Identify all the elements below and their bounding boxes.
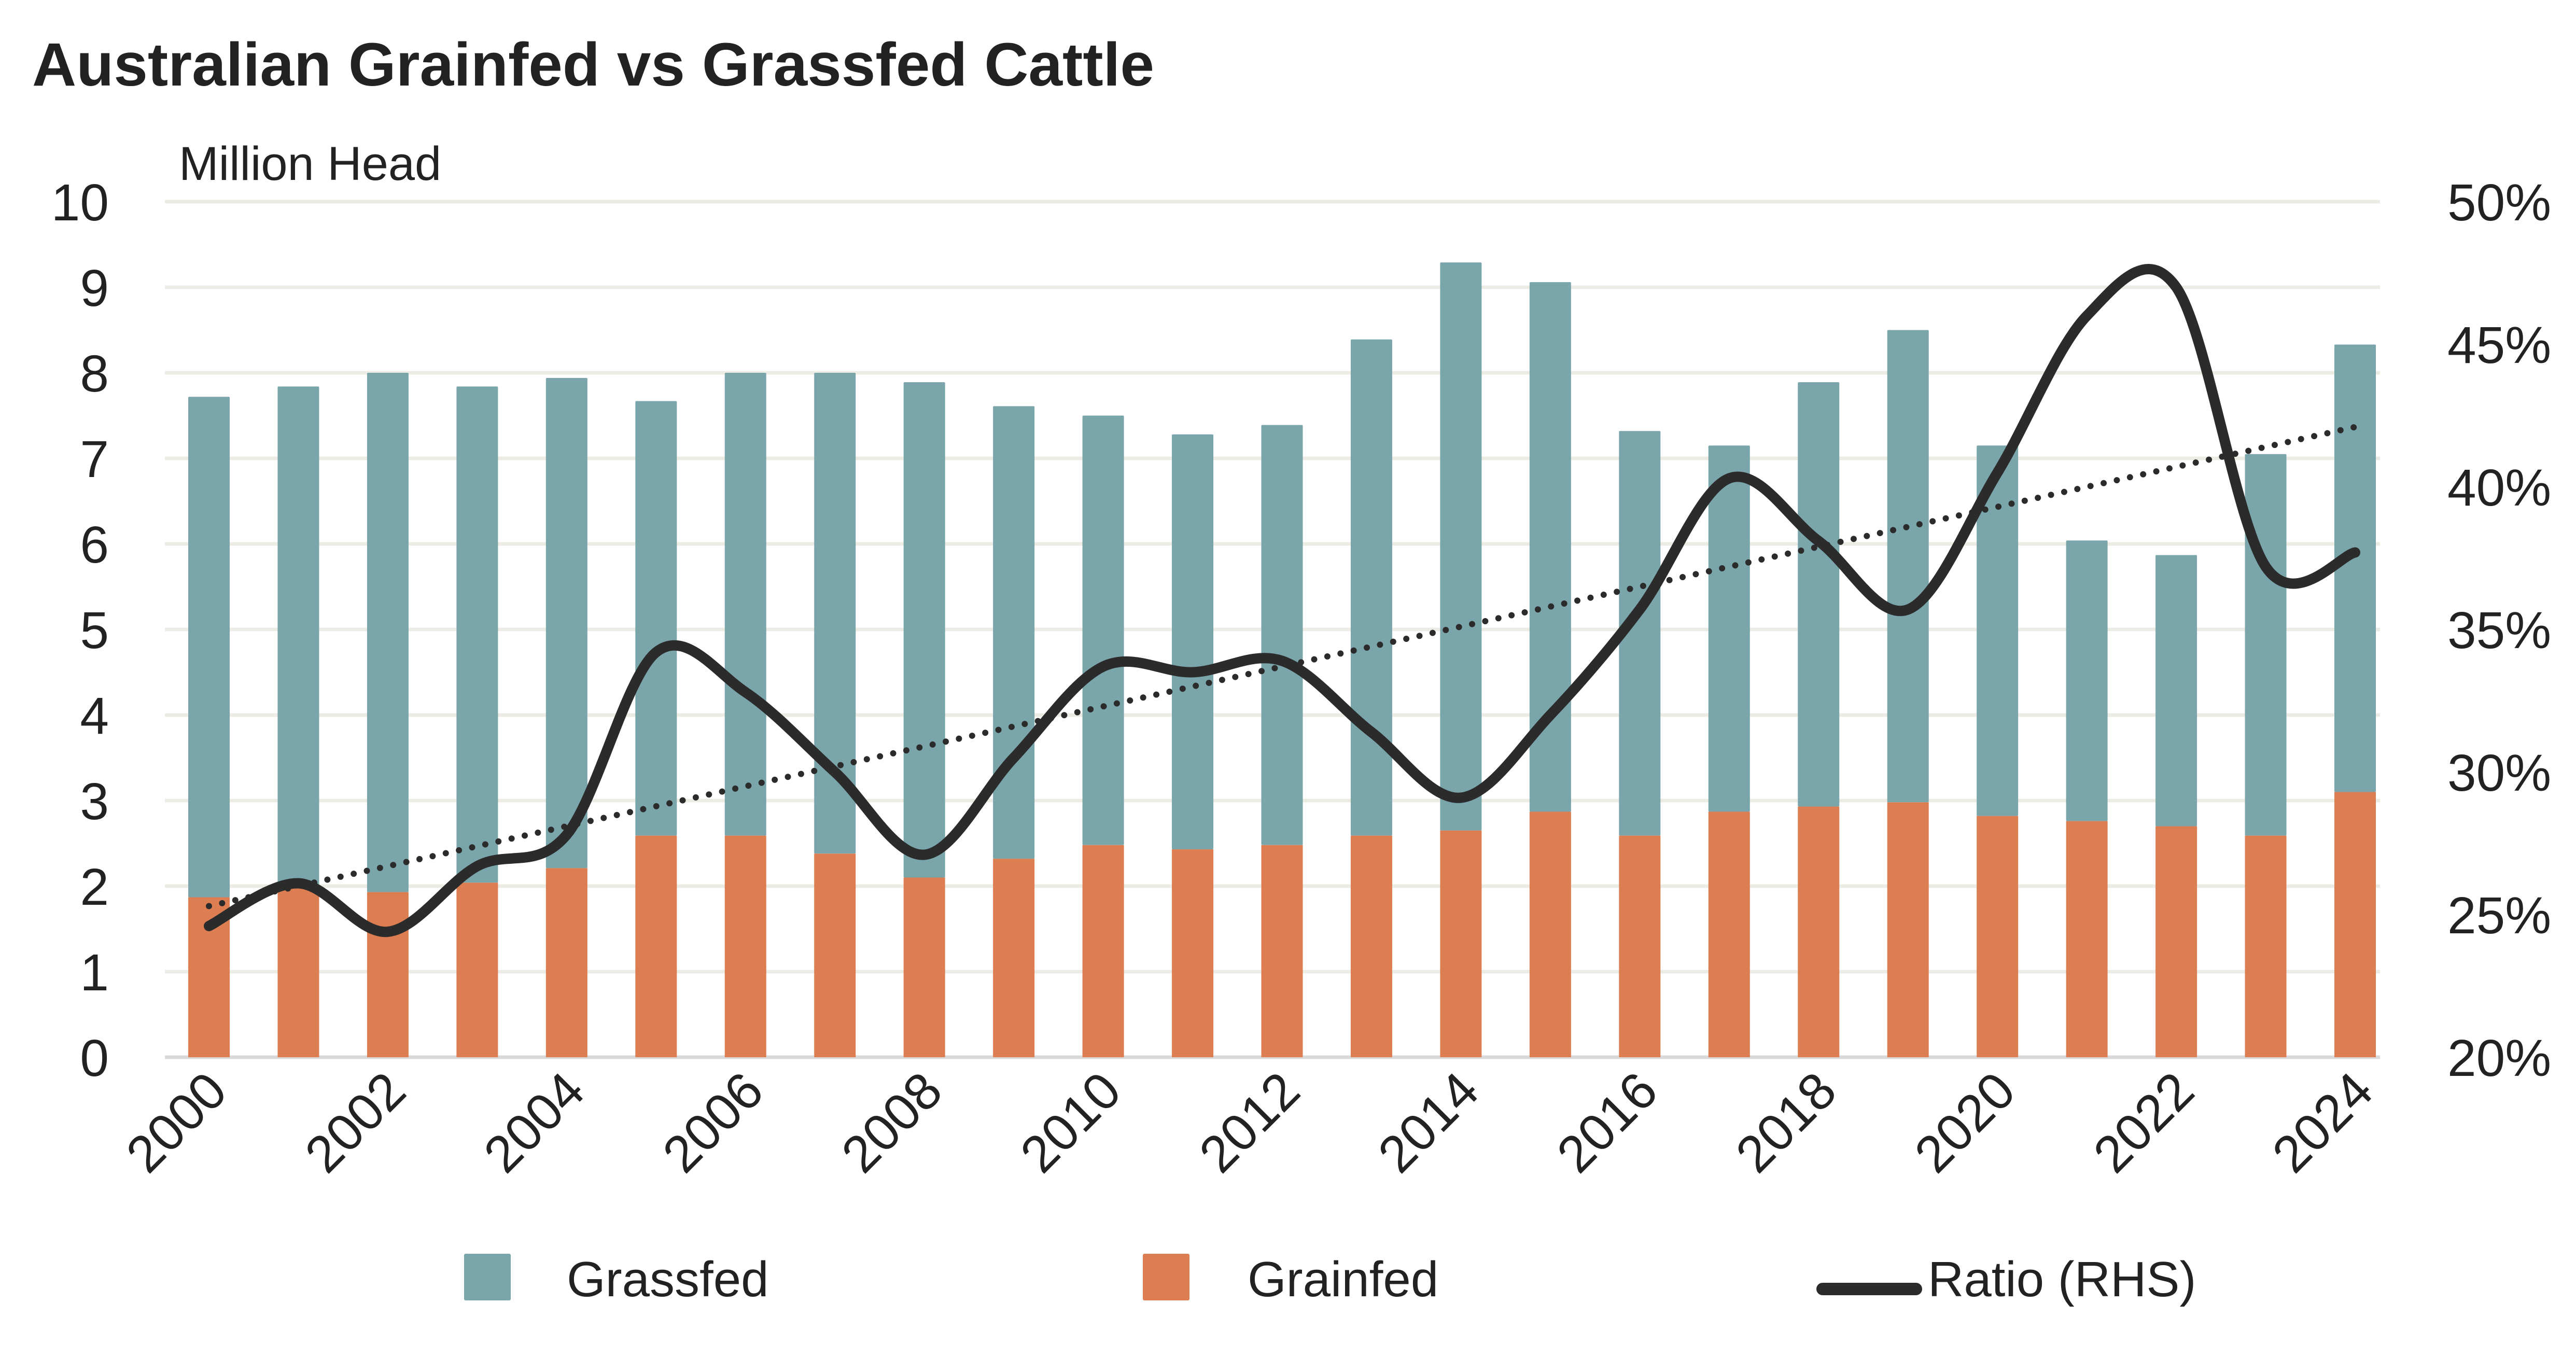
legend-swatch-grainfed (1143, 1254, 1189, 1300)
bar-grassfed (2334, 344, 2376, 792)
bar-grassfed (993, 406, 1035, 859)
bar-grainfed (2334, 792, 2376, 1057)
bar-grassfed (545, 377, 587, 868)
bar-grassfed (724, 373, 766, 836)
bar-grainfed (1261, 845, 1303, 1057)
x-tick-label: 2008 (831, 1061, 954, 1184)
x-tick-label: 2024 (2261, 1061, 2384, 1184)
bar-grassfed (277, 386, 319, 886)
y-tick-label: 1 (80, 944, 109, 1002)
x-tick-label: 2004 (473, 1061, 596, 1184)
bar-grassfed (1977, 445, 2019, 816)
y2-tick-label: 50% (2447, 174, 2551, 232)
x-tick-label: 2012 (1188, 1061, 1311, 1184)
bar-grassfed (814, 373, 856, 854)
x-tick-label: 2018 (1725, 1061, 1847, 1184)
legend: Grassfed Grainfed Ratio (RHS) (464, 1252, 2196, 1307)
legend-label-grassfed: Grassfed (567, 1252, 768, 1307)
bar-grainfed (277, 886, 319, 1057)
bar-grassfed (1529, 282, 1571, 812)
y-tick-label: 4 (80, 687, 109, 745)
bar-grainfed (545, 868, 587, 1057)
y-axis-label: Million Head (179, 137, 441, 190)
bar-grassfed (1798, 382, 1840, 807)
x-tick-label: 2010 (1010, 1061, 1132, 1184)
lines (204, 264, 2360, 937)
bar-grassfed (456, 386, 498, 883)
bar-grassfed (367, 373, 409, 892)
legend-label-grainfed: Grainfed (1248, 1252, 1438, 1307)
bar-grassfed (1440, 262, 1482, 831)
bar-grassfed (1350, 339, 1392, 836)
bar-grainfed (1082, 845, 1124, 1057)
bar-grassfed (1082, 415, 1124, 845)
bar-grainfed (1529, 811, 1571, 1057)
x-axis-ticks: 2000 2002 2004 2006 2008 2010 2012 2014 2016 2018… (115, 1061, 2384, 1184)
y-axis-left-ticks: 0 1 2 3 4 5 6 7 8 9 10 (51, 174, 109, 1087)
x-tick-label: 2014 (1367, 1061, 1490, 1184)
bar-grainfed (993, 859, 1035, 1057)
bar-grainfed (1708, 811, 1750, 1057)
y-axis-right-ticks: 20% 25% 30% 35% 40% 45% 50% (2447, 174, 2551, 1087)
bar-grainfed (2155, 826, 2197, 1057)
y2-tick-label: 45% (2447, 316, 2551, 374)
chart-title: Australian Grainfed vs Grassfed Cattle (32, 31, 1154, 99)
bar-grainfed (814, 853, 856, 1057)
bar-grassfed (1172, 434, 1214, 850)
y2-tick-label: 20% (2447, 1029, 2551, 1087)
y2-tick-label: 35% (2447, 601, 2551, 660)
y-tick-label: 10 (51, 174, 109, 232)
x-tick-label: 2002 (294, 1061, 417, 1184)
bar-grassfed (2066, 540, 2108, 821)
y2-tick-label: 40% (2447, 459, 2551, 517)
bar-grassfed (1619, 431, 1661, 836)
bar-grainfed (1798, 806, 1840, 1057)
y-tick-label: 3 (80, 773, 109, 831)
x-tick-label: 2000 (115, 1061, 238, 1184)
y-tick-label: 9 (80, 259, 109, 317)
x-tick-label: 2006 (652, 1061, 775, 1184)
y2-tick-label: 25% (2447, 887, 2551, 945)
bar-grainfed (456, 882, 498, 1057)
bar-grassfed (1708, 445, 1750, 812)
line-ratio (204, 264, 2360, 937)
legend-label-ratio: Ratio (RHS) (1928, 1252, 2196, 1307)
bar-grassfed (903, 382, 945, 878)
bar-grainfed (1977, 816, 2019, 1057)
bar-grainfed (1172, 849, 1214, 1057)
bar-grainfed (1619, 835, 1661, 1057)
bar-grainfed (1350, 835, 1392, 1057)
legend-item-grassfed: Grassfed (464, 1252, 768, 1307)
legend-item-ratio: Ratio (RHS) (1816, 1252, 2196, 1307)
y-tick-label: 7 (80, 430, 109, 488)
bar-grassfed (1261, 425, 1303, 845)
bar-grainfed (1887, 802, 1929, 1057)
bar-grainfed (635, 835, 677, 1057)
bar-grainfed (2245, 835, 2287, 1057)
legend-item-grainfed: Grainfed (1143, 1252, 1438, 1307)
bar-grainfed (903, 877, 945, 1057)
bar-grassfed (188, 397, 230, 898)
bar-grainfed (724, 835, 766, 1057)
bar-grainfed (1440, 830, 1482, 1057)
x-tick-label: 2016 (1546, 1061, 1669, 1184)
bar-grassfed (2155, 555, 2197, 826)
legend-swatch-grassfed (464, 1254, 511, 1300)
bar-grassfed (2245, 454, 2287, 836)
bar-grassfed (1887, 330, 1929, 803)
bar-grainfed (2066, 821, 2108, 1057)
y2-tick-label: 30% (2447, 744, 2551, 802)
bar-grassfed (635, 401, 677, 836)
y-tick-label: 5 (80, 601, 109, 660)
x-tick-label: 2020 (1903, 1061, 2026, 1184)
bar-grainfed (367, 892, 409, 1057)
bars (188, 262, 2376, 1057)
y-tick-label: 0 (80, 1029, 109, 1087)
y-tick-label: 6 (80, 516, 109, 574)
y-tick-label: 2 (80, 858, 109, 916)
x-tick-label: 2022 (2082, 1061, 2205, 1184)
y-tick-label: 8 (80, 345, 109, 403)
